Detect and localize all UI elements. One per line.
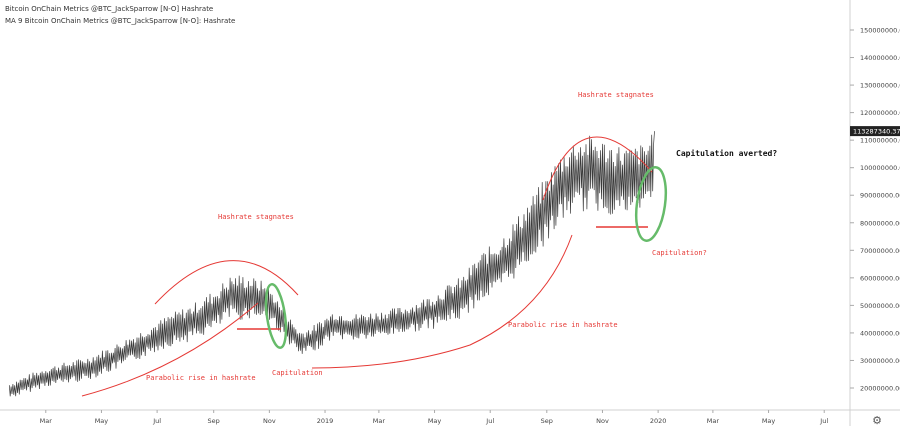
- label-capitulation-question: Capitulation?: [652, 249, 707, 257]
- x-tick-label: Mar: [707, 417, 720, 425]
- legend-hashrate: Bitcoin OnChain Metrics @BTC_JackSparrow…: [5, 5, 214, 13]
- label-hashrate-stagnates-2: Hashrate stagnates: [578, 91, 654, 99]
- y-tick-label: 80000000.00: [860, 219, 900, 227]
- hashrate-series: [8, 131, 655, 397]
- x-tick-label: May: [762, 417, 776, 425]
- y-tick-label: 50000000.00: [860, 302, 900, 310]
- x-tick-label: 2020: [650, 417, 667, 425]
- y-tick-label: 100000000.00: [860, 164, 900, 172]
- x-tick-label: Sep: [208, 417, 220, 425]
- x-tick-label: Nov: [596, 417, 609, 425]
- capitulation-circle-1: [264, 283, 288, 349]
- y-tick-label: 40000000.00: [860, 329, 900, 337]
- x-tick-label: Mar: [40, 417, 53, 425]
- last-value-label: 113287340.37: [853, 128, 900, 136]
- x-tick-label: May: [428, 417, 442, 425]
- x-tick-label: Jul: [819, 417, 828, 425]
- x-tick-label: May: [95, 417, 109, 425]
- label-hashrate-stagnates-1: Hashrate stagnates: [218, 213, 294, 221]
- y-tick-label: 60000000.00: [860, 274, 900, 282]
- capitulation-circle-2: [634, 166, 668, 242]
- gear-icon[interactable]: ⚙: [872, 414, 882, 426]
- label-capitulation-averted: Capitulation averted?: [676, 148, 777, 158]
- y-tick-label: 130000000.00: [860, 82, 900, 90]
- y-tick-label: 70000000.00: [860, 247, 900, 255]
- label-capitulation: Capitulation: [272, 369, 323, 377]
- x-tick-label: Sep: [541, 417, 553, 425]
- annotation-overlays: Hashrate stagnates Hashrate stagnates Para…: [81, 91, 777, 397]
- parabolic-arc-1: [81, 302, 259, 397]
- last-value-badge: [850, 126, 900, 137]
- x-tick-label: 2019: [317, 417, 334, 425]
- y-tick-label: 90000000.00: [860, 192, 900, 200]
- x-tick-label: Mar: [373, 417, 386, 425]
- y-tick-label: 120000000.00: [860, 109, 900, 117]
- x-tick-label: Jul: [485, 417, 494, 425]
- legend-ma9: MA 9 Bitcoin OnChain Metrics @BTC_JackSp…: [5, 17, 236, 25]
- label-parabolic-rise-2: Parabolic rise in hashrate: [508, 321, 618, 329]
- hashrate-line: [8, 131, 655, 397]
- y-tick-label: 140000000.00: [860, 54, 900, 62]
- y-tick-label: 150000000.00: [860, 27, 900, 35]
- x-tick-label: Nov: [263, 417, 276, 425]
- y-tick-label: 110000000.00: [860, 137, 900, 145]
- parabolic-arc-2: [311, 234, 573, 369]
- y-tick-label: 30000000.00: [860, 357, 900, 365]
- x-tick-label: Jul: [152, 417, 161, 425]
- stagnation-arc-1: [154, 260, 299, 305]
- label-parabolic-rise-1: Parabolic rise in hashrate: [146, 374, 256, 382]
- stagnation-arc-2: [542, 136, 653, 201]
- y-tick-label: 20000000.00: [860, 385, 900, 393]
